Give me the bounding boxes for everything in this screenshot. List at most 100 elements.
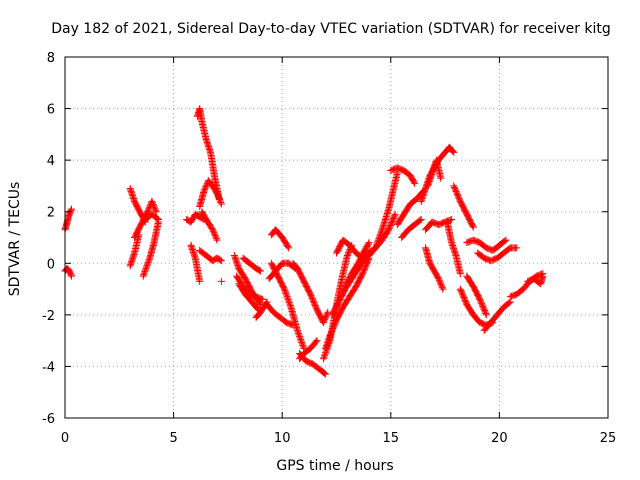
- data-point: [294, 328, 302, 336]
- data-point: [321, 314, 329, 322]
- grid-lines: [65, 57, 608, 418]
- data-point: [145, 205, 153, 213]
- data-point: [298, 338, 306, 346]
- data-point: [216, 196, 224, 204]
- data-point: [344, 250, 352, 258]
- data-point: [210, 229, 218, 237]
- data-point: [411, 179, 419, 187]
- data-point: [150, 202, 158, 210]
- data-point: [142, 263, 150, 271]
- data-point: [257, 295, 265, 303]
- data-point: [209, 226, 217, 234]
- data-point: [438, 282, 446, 290]
- data-point: [144, 206, 152, 214]
- data-point: [435, 275, 443, 283]
- data-point: [375, 235, 383, 243]
- data-point: [142, 265, 150, 273]
- data-point: [152, 206, 160, 214]
- data-point: [215, 194, 223, 202]
- data-point: [280, 285, 288, 293]
- data-point: [296, 332, 304, 340]
- data-point: [152, 208, 160, 216]
- x-tick-label: 5: [169, 431, 177, 446]
- data-point: [435, 276, 443, 284]
- data-point: [437, 174, 445, 182]
- data-point: [140, 271, 148, 279]
- data-point: [256, 267, 264, 275]
- data-point: [285, 297, 293, 305]
- data-point: [201, 184, 209, 192]
- data-point: [377, 229, 385, 237]
- data-point: [144, 260, 152, 268]
- data-markers: [61, 105, 547, 378]
- data-point: [438, 284, 446, 292]
- y-tick-label: -4: [42, 360, 55, 375]
- data-point: [410, 178, 418, 186]
- data-point: [217, 200, 225, 208]
- data-point: [283, 293, 291, 301]
- y-tick-label: 8: [47, 51, 55, 66]
- data-point: [505, 299, 513, 307]
- data-point: [295, 331, 303, 339]
- data-point: [144, 208, 152, 216]
- data-point: [145, 257, 153, 265]
- data-point: [469, 223, 477, 231]
- data-point: [283, 291, 291, 299]
- data-point: [202, 183, 210, 191]
- data-point: [372, 244, 380, 252]
- data-point: [144, 259, 152, 267]
- y-tick-label: 0: [47, 257, 55, 272]
- data-point: [284, 294, 292, 302]
- data-point: [345, 249, 353, 257]
- data-point: [469, 222, 477, 230]
- data-point: [320, 317, 328, 325]
- data-point: [141, 266, 149, 274]
- data-point: [294, 329, 302, 337]
- data-point: [448, 215, 456, 223]
- data-point: [285, 299, 293, 307]
- data-point: [149, 199, 157, 207]
- data-point: [214, 193, 222, 201]
- data-point: [284, 243, 292, 251]
- data-point: [67, 206, 75, 214]
- data-point: [299, 343, 307, 351]
- x-tick-label: 20: [491, 431, 508, 446]
- data-point: [439, 285, 447, 293]
- data-point: [375, 233, 383, 241]
- y-axis-label: SDTVAR / TECUs: [7, 182, 23, 297]
- data-point: [212, 233, 220, 241]
- data-point: [286, 300, 294, 308]
- data-point: [321, 350, 329, 358]
- y-tick-label: 2: [47, 206, 55, 221]
- data-point: [216, 197, 224, 205]
- data-point: [539, 272, 547, 280]
- x-axis-label: GPS time / hours: [276, 458, 393, 474]
- data-point: [200, 187, 208, 195]
- data-point: [391, 210, 399, 218]
- data-point: [391, 212, 399, 220]
- data-point: [297, 337, 305, 345]
- data-point: [319, 355, 327, 363]
- data-point: [212, 235, 220, 243]
- data-point: [68, 272, 76, 280]
- y-tick-label: 4: [47, 154, 55, 169]
- data-point: [450, 148, 458, 156]
- x-tick-label: 10: [274, 431, 291, 446]
- data-point: [284, 296, 292, 304]
- data-point: [321, 352, 329, 360]
- data-point: [322, 313, 330, 321]
- data-point: [365, 239, 373, 247]
- x-tick-label: 25: [600, 431, 617, 446]
- data-point: [437, 281, 445, 289]
- data-point: [373, 239, 381, 247]
- data-point: [312, 338, 320, 346]
- data-point: [140, 269, 148, 277]
- data-point: [417, 215, 425, 223]
- data-point: [436, 279, 444, 287]
- data-point: [321, 369, 329, 377]
- data-point: [201, 186, 209, 194]
- data-point: [513, 244, 521, 252]
- data-point: [255, 266, 263, 274]
- data-point: [259, 295, 267, 303]
